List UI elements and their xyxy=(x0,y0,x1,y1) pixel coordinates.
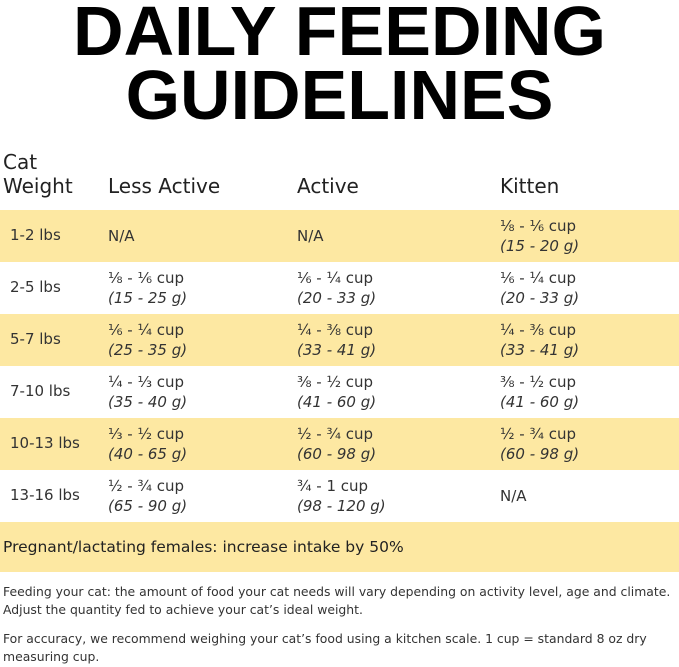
less-active-cell: ⅛ - ⅙ cup (15 - 25 g) xyxy=(108,268,187,308)
active-cell: ⅙ - ¼ cup (20 - 33 g) xyxy=(297,268,376,308)
cup-amount: ½ - ¾ cup xyxy=(500,425,577,443)
cup-amount: ¼ - ⅓ cup xyxy=(108,373,185,391)
gram-amount: (41 - 60 g) xyxy=(500,393,580,411)
cup-amount: ⅙ - ¼ cup xyxy=(297,269,374,287)
header-cat: Cat xyxy=(3,150,38,174)
kitten-cell: ⅜ - ½ cup (41 - 60 g) xyxy=(500,372,579,412)
weight-cell: 2-5 lbs xyxy=(10,278,61,296)
header-weight: Weight xyxy=(3,174,73,198)
table-row: 2-5 lbs ⅛ - ⅙ cup (15 - 25 g) ⅙ - ¼ cup (20 … xyxy=(0,262,679,314)
header-less-active: Less Active xyxy=(108,174,221,198)
pregnant-note: Pregnant/lactating females: increase int… xyxy=(3,538,404,556)
gram-amount: (15 - 25 g) xyxy=(108,289,188,307)
pregnant-note-band: Pregnant/lactating females: increase int… xyxy=(0,522,679,572)
cup-amount: ⅛ - ⅙ cup xyxy=(108,269,185,287)
active-cell: ⅜ - ½ cup (41 - 60 g) xyxy=(297,372,376,412)
cup-amount: ½ - ¾ cup xyxy=(297,425,374,443)
active-cell: N/A xyxy=(297,226,324,246)
active-cell: ½ - ¾ cup (60 - 98 g) xyxy=(297,424,376,464)
cup-amount: ⅛ - ⅙ cup xyxy=(500,217,577,235)
kitten-cell: N/A xyxy=(500,486,527,506)
gram-amount: (98 - 120 g) xyxy=(297,497,386,515)
gram-amount: (15 - 20 g) xyxy=(500,237,580,255)
kitten-cell: ¼ - ⅜ cup (33 - 41 g) xyxy=(500,320,579,360)
gram-amount: (20 - 33 g) xyxy=(500,289,580,307)
gram-amount: (60 - 98 g) xyxy=(500,445,580,463)
weight-cell: 13-16 lbs xyxy=(10,486,80,504)
kitten-cell: ½ - ¾ cup (60 - 98 g) xyxy=(500,424,579,464)
active-cell: ¼ - ⅜ cup (33 - 41 g) xyxy=(297,320,376,360)
cup-amount: ⅓ - ½ cup xyxy=(108,425,185,443)
gram-amount: (40 - 65 g) xyxy=(108,445,188,463)
header-active: Active xyxy=(297,174,359,198)
less-active-cell: ½ - ¾ cup (65 - 90 g) xyxy=(108,476,187,516)
table-row: 7-10 lbs ¼ - ⅓ cup (35 - 40 g) ⅜ - ½ cup (41… xyxy=(0,366,679,418)
cup-amount: ⅙ - ¼ cup xyxy=(108,321,185,339)
kitten-cell: ⅙ - ¼ cup (20 - 33 g) xyxy=(500,268,579,308)
gram-amount: (35 - 40 g) xyxy=(108,393,188,411)
gram-amount: (33 - 41 g) xyxy=(500,341,580,359)
table-row: 1-2 lbs N/A N/A ⅛ - ⅙ cup (15 - 20 g) xyxy=(0,210,679,262)
cup-amount: ¾ - 1 cup xyxy=(297,477,369,495)
weight-cell: 1-2 lbs xyxy=(10,226,61,244)
less-active-cell: ⅓ - ½ cup (40 - 65 g) xyxy=(108,424,187,464)
gram-amount: (41 - 60 g) xyxy=(297,393,377,411)
table-row: 10-13 lbs ⅓ - ½ cup (40 - 65 g) ½ - ¾ cup (6… xyxy=(0,418,679,470)
gram-amount: (60 - 98 g) xyxy=(297,445,377,463)
cup-amount: ⅜ - ½ cup xyxy=(500,373,577,391)
gram-amount: (33 - 41 g) xyxy=(297,341,377,359)
weight-cell: 7-10 lbs xyxy=(10,382,71,400)
weight-cell: 10-13 lbs xyxy=(10,434,80,452)
cup-amount: N/A xyxy=(108,227,135,245)
header-kitten: Kitten xyxy=(500,174,560,198)
cup-amount: N/A xyxy=(297,227,324,245)
cup-amount: ⅙ - ¼ cup xyxy=(500,269,577,287)
cup-amount: N/A xyxy=(500,487,527,505)
cup-amount: ¼ - ⅜ cup xyxy=(500,321,577,339)
less-active-cell: ⅙ - ¼ cup (25 - 35 g) xyxy=(108,320,187,360)
title-line-1: DAILY FEEDING xyxy=(73,0,606,70)
gram-amount: (25 - 35 g) xyxy=(108,341,188,359)
cup-amount: ¼ - ⅜ cup xyxy=(297,321,374,339)
cup-amount: ½ - ¾ cup xyxy=(108,477,185,495)
table-row: 5-7 lbs ⅙ - ¼ cup (25 - 35 g) ¼ - ⅜ cup (33 … xyxy=(0,314,679,366)
note-accuracy: For accuracy, we recommend weighing your… xyxy=(3,631,647,664)
active-cell: ¾ - 1 cup (98 - 120 g) xyxy=(297,476,386,516)
table-row: 13-16 lbs ½ - ¾ cup (65 - 90 g) ¾ - 1 cup (9… xyxy=(0,470,679,522)
title-line-2: GUIDELINES xyxy=(125,56,554,134)
less-active-cell: N/A xyxy=(108,226,135,246)
weight-cell: 5-7 lbs xyxy=(10,330,61,348)
gram-amount: (20 - 33 g) xyxy=(297,289,377,307)
kitten-cell: ⅛ - ⅙ cup (15 - 20 g) xyxy=(500,216,579,256)
cup-amount: ⅜ - ½ cup xyxy=(297,373,374,391)
header-cat-weight: Cat Weight xyxy=(3,150,73,198)
note-feeding: Feeding your cat: the amount of food you… xyxy=(3,584,671,617)
less-active-cell: ¼ - ⅓ cup (35 - 40 g) xyxy=(108,372,187,412)
gram-amount: (65 - 90 g) xyxy=(108,497,188,515)
